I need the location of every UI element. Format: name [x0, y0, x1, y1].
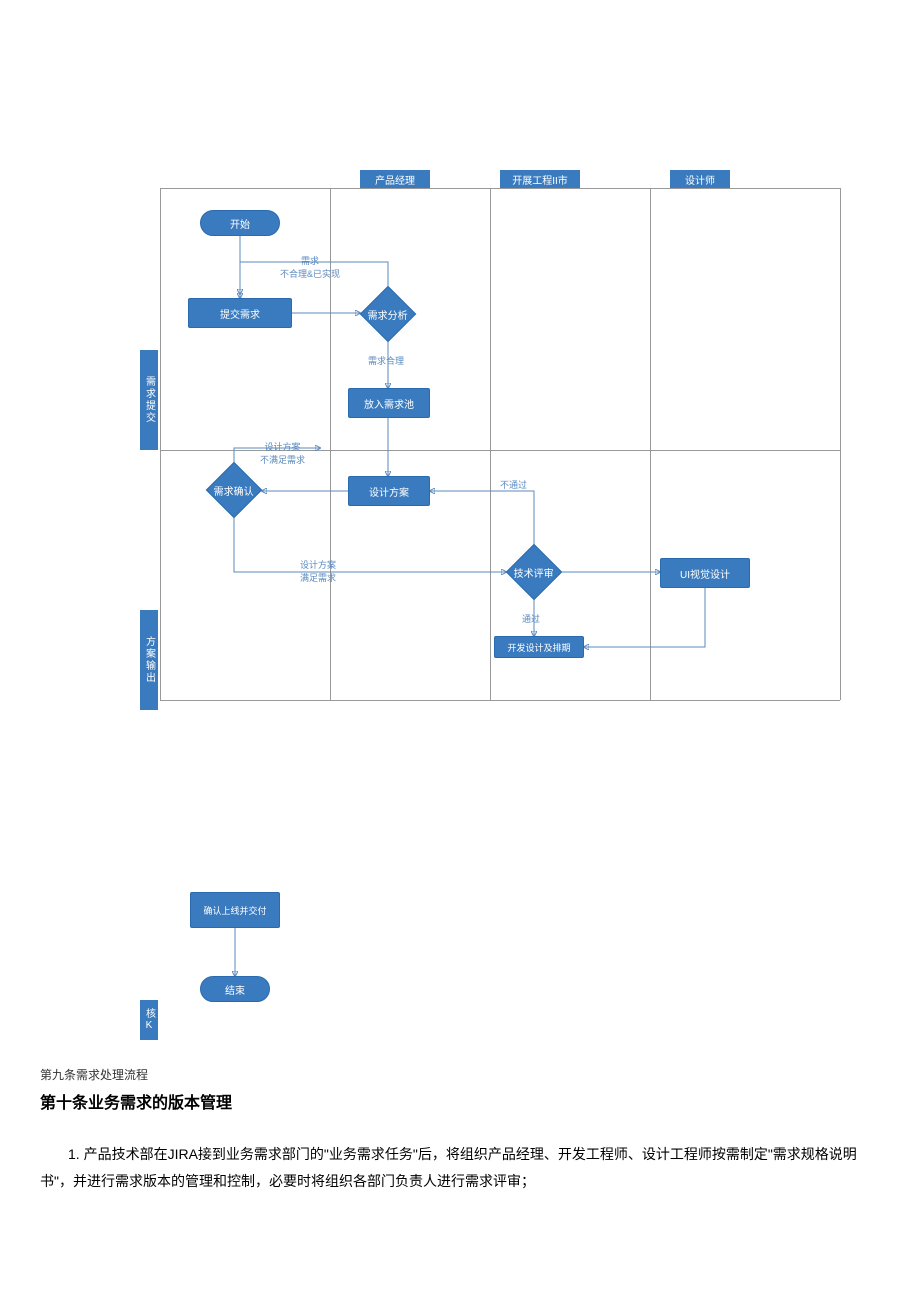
- node-pool: 放入需求池: [348, 388, 430, 418]
- row-label-4: 核K: [140, 1000, 158, 1040]
- edge-label-pass: 通过: [522, 612, 540, 625]
- col-header-dev: 开展工程II市: [500, 170, 580, 189]
- node-design: 设计方案: [348, 476, 430, 506]
- node-devplan: 开发设计及排期: [494, 636, 584, 658]
- node-submit: 提交需求: [188, 298, 292, 328]
- node-start: 开始: [200, 210, 280, 236]
- row-label-2: 方案输出: [140, 610, 158, 710]
- edge-label-unreasonable: 需求不合理&已实现: [280, 254, 340, 280]
- col-header-design: 设计师: [670, 170, 730, 189]
- edges-layer: [0, 0, 920, 1060]
- edge-label-meet: 设计方案满足需求: [300, 558, 336, 584]
- paragraph-1: 1. 产品技术部在JIRA接到业务需求部门的"业务需求任务"后，将组织产品经理、…: [40, 1141, 880, 1194]
- node-deliver: 确认上线并交付: [190, 892, 280, 928]
- edge-label-reasonable: 需求合理: [368, 354, 404, 367]
- document-text: 第九条需求处理流程 第十条业务需求的版本管理 1. 产品技术部在JIRA接到业务…: [0, 1060, 920, 1234]
- col-header-pm: 产品经理: [360, 170, 430, 189]
- caption: 第九条需求处理流程: [40, 1064, 880, 1087]
- node-confirm: 需求确认: [206, 462, 263, 519]
- node-end: 结束: [200, 976, 270, 1002]
- node-analysis: 需求分析: [360, 286, 417, 343]
- node-techreview: 技术评审: [506, 544, 563, 601]
- edge-label-notpass: 不通过: [500, 478, 527, 491]
- heading: 第十条业务需求的版本管理: [40, 1089, 880, 1119]
- row-label-1: 需求提交: [140, 350, 158, 450]
- node-uidesign: UI视觉设计: [660, 558, 750, 588]
- edge-label-notmeet: 设计方案不满足需求: [260, 440, 305, 466]
- flowchart-canvas: 产品经理 开展工程II市 设计师 需求提交 方案输出 核K 需求不合理&已实现 …: [0, 0, 920, 1060]
